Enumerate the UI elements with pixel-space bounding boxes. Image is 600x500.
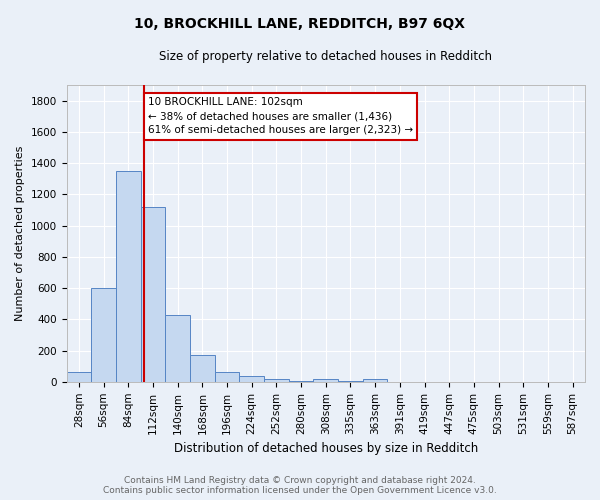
Bar [313, 378, 338, 382]
Text: 10 BROCKHILL LANE: 102sqm
← 38% of detached houses are smaller (1,436)
61% of se: 10 BROCKHILL LANE: 102sqm ← 38% of detac… [148, 98, 413, 136]
Bar [67, 372, 91, 382]
X-axis label: Distribution of detached houses by size in Redditch: Distribution of detached houses by size … [173, 442, 478, 455]
Bar [116, 171, 140, 382]
Y-axis label: Number of detached properties: Number of detached properties [15, 146, 25, 321]
Bar [363, 378, 388, 382]
Bar [91, 288, 116, 382]
Bar [215, 372, 239, 382]
Bar [289, 381, 313, 382]
Bar [165, 314, 190, 382]
Text: 10, BROCKHILL LANE, REDDITCH, B97 6QX: 10, BROCKHILL LANE, REDDITCH, B97 6QX [134, 18, 466, 32]
Bar [338, 381, 363, 382]
Text: Contains HM Land Registry data © Crown copyright and database right 2024.
Contai: Contains HM Land Registry data © Crown c… [103, 476, 497, 495]
Bar [190, 356, 215, 382]
Title: Size of property relative to detached houses in Redditch: Size of property relative to detached ho… [159, 50, 492, 63]
Bar [239, 376, 264, 382]
Bar [264, 380, 289, 382]
Bar [140, 207, 165, 382]
